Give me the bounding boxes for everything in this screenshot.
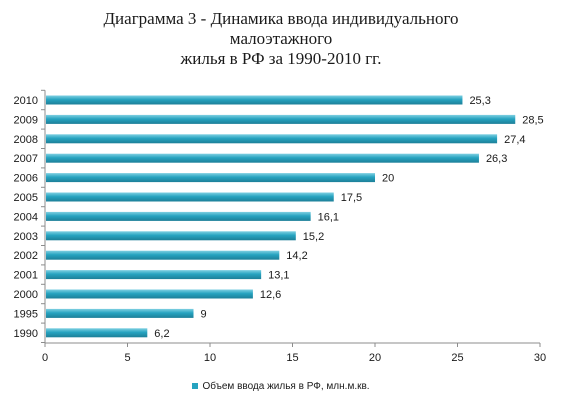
data-label-2006: 20 — [382, 173, 394, 185]
y-category-label: 2003 — [14, 231, 38, 243]
x-tick-label: 25 — [451, 352, 463, 364]
y-category-label: 2004 — [14, 211, 38, 223]
bar-2004 — [46, 211, 311, 221]
x-tick-label: 20 — [369, 352, 381, 364]
y-category-label: 2008 — [14, 134, 38, 146]
data-label-2004: 16,1 — [318, 211, 339, 223]
x-tick-label: 15 — [286, 352, 298, 364]
legend-swatch — [192, 383, 199, 389]
bar-2008 — [46, 134, 498, 144]
data-label-2000: 12,6 — [260, 289, 281, 301]
data-label-2009: 28,5 — [522, 114, 543, 126]
data-label-1995: 9 — [201, 308, 207, 320]
x-tick-label: 30 — [534, 352, 546, 364]
bar-2003 — [46, 231, 296, 241]
bar-2005 — [46, 192, 334, 202]
bar-2007 — [46, 153, 479, 163]
y-category-label: 1990 — [14, 328, 38, 340]
y-category-label: 2005 — [14, 192, 38, 204]
y-category-label: 2009 — [14, 114, 38, 126]
chart-title-line-3: жилья в РФ за 1990-2010 гг. — [180, 49, 382, 68]
bar-1990 — [46, 328, 148, 338]
data-label-2005: 17,5 — [341, 192, 362, 204]
data-label-2007: 26,3 — [486, 153, 507, 165]
bar-2006 — [46, 173, 375, 183]
chart-title: Диаграмма 3 - Динамика ввода индивидуаль… — [0, 9, 562, 69]
y-category-label: 2001 — [14, 270, 38, 282]
y-category-label: 2000 — [14, 289, 38, 301]
x-tick-label: 0 — [42, 352, 48, 364]
bar-2010 — [46, 95, 463, 105]
bar-2002 — [46, 250, 280, 260]
chart-title-line-1: Диаграмма 3 - Динамика ввода индивидуаль… — [103, 9, 459, 28]
y-category-label: 1995 — [14, 308, 38, 320]
y-category-label: 2007 — [14, 153, 38, 165]
data-label-2003: 15,2 — [303, 231, 324, 243]
y-category-label: 2010 — [14, 95, 38, 107]
bar-2000 — [46, 289, 253, 299]
y-category-label: 2006 — [14, 173, 38, 185]
data-label-1990: 6,2 — [154, 328, 169, 340]
chart-title-line-2: малоэтажного — [229, 29, 333, 48]
bar-2001 — [46, 270, 262, 280]
legend: Объем ввода жилья в РФ, млн.м.кв. — [0, 381, 562, 392]
data-label-2001: 13,1 — [268, 270, 289, 282]
x-tick-label: 5 — [124, 352, 130, 364]
data-label-2008: 27,4 — [504, 134, 525, 146]
data-label-2002: 14,2 — [286, 250, 307, 262]
bar-2009 — [46, 114, 516, 124]
y-category-label: 2002 — [14, 250, 38, 262]
x-tick-label: 10 — [204, 352, 216, 364]
bar-1995 — [46, 308, 194, 318]
data-label-2010: 25,3 — [469, 95, 490, 107]
legend-label: Объем ввода жилья в РФ, млн.м.кв. — [202, 381, 370, 392]
